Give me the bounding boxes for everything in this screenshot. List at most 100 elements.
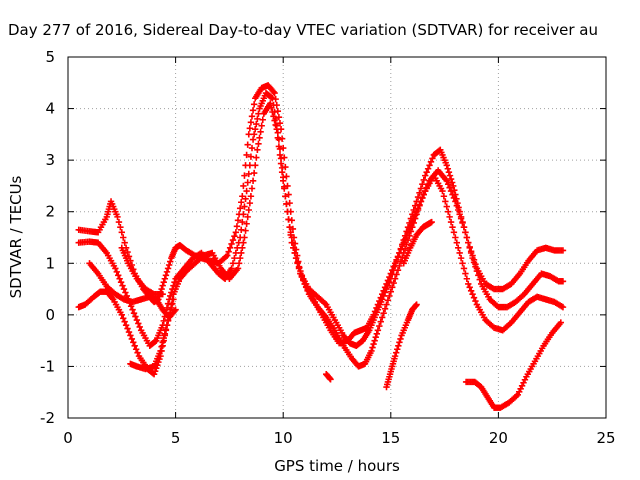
data-point [114,213,121,221]
data-point [241,172,248,179]
data-point [267,100,274,107]
data-point [455,206,462,214]
data-point [376,297,383,305]
data-point [234,265,242,272]
data-point [419,194,426,202]
data-point [274,134,282,141]
data-point [244,179,251,186]
data-point [280,144,287,152]
data-point [396,262,403,270]
data-point [376,322,383,330]
data-point [429,155,436,162]
x-axis-label: GPS time / hours [274,457,400,475]
data-point [298,272,306,279]
data-point [257,128,264,135]
data-point [169,300,176,307]
data-point [401,236,409,243]
data-point [414,193,422,201]
data-point [250,169,258,177]
data-point [270,88,277,96]
data-point [236,205,244,212]
data-point [160,334,167,342]
data-point [252,126,259,133]
data-point [393,271,400,278]
data-point [383,301,390,308]
data-point [271,117,278,124]
data-point [235,260,243,267]
data-point [447,187,455,195]
y-tick-label: 4 [45,100,55,118]
data-point [391,275,399,282]
data-point [162,326,170,333]
data-point [268,104,275,111]
data-point [470,294,478,301]
data-point [271,89,278,97]
data-point [448,179,456,186]
data-point [444,181,452,188]
data-point [238,199,245,206]
data-point [470,259,478,266]
data-point [447,218,455,226]
data-point [467,249,475,257]
x-tick-label: 25 [596,429,615,447]
data-point [559,303,567,311]
data-point [132,313,139,320]
data-point [256,134,263,141]
data-point [413,301,420,308]
data-point [133,316,141,324]
data-point [283,200,290,208]
data-point [242,195,249,203]
data-point [228,240,235,248]
data-point [399,254,406,261]
data-point [159,282,166,289]
data-point [239,218,246,226]
data-point [449,223,456,231]
data-point [278,168,286,176]
y-axis-label: SDTVAR / TECUs [7,175,25,298]
data-point [288,217,296,224]
data-point [278,135,286,142]
data-point [172,306,179,313]
data-point [450,229,458,236]
data-point [447,175,455,183]
data-point [160,278,167,286]
data-point [119,282,126,289]
data-point [246,125,254,132]
data-point [162,272,170,279]
data-point [297,267,304,275]
data-point [371,337,378,344]
data-point [234,217,242,224]
data-point [445,168,453,176]
data-point [475,272,482,279]
data-point [228,265,235,272]
data-point [288,234,296,241]
data-point [272,95,279,103]
data-point [374,327,382,334]
data-point [411,211,419,219]
data-point [374,301,382,308]
data-point [115,218,123,226]
data-point [420,176,427,184]
data-point [224,252,231,259]
data-point [163,321,171,329]
data-point [472,297,479,305]
data-point [129,306,136,313]
data-point [446,184,453,191]
data-point [255,140,262,148]
data-point [413,208,420,215]
data-point [245,131,252,138]
data-point [246,199,254,207]
data-point [284,208,291,215]
data-point [559,278,567,285]
data-point [241,234,248,241]
data-point [226,244,234,252]
data-point [239,193,246,200]
data-point [254,146,261,154]
data-point [250,101,258,108]
data-point [289,239,297,246]
series-trace-7 [323,370,334,383]
data-point [282,163,289,171]
data-point [387,270,394,277]
data-point [272,121,279,129]
